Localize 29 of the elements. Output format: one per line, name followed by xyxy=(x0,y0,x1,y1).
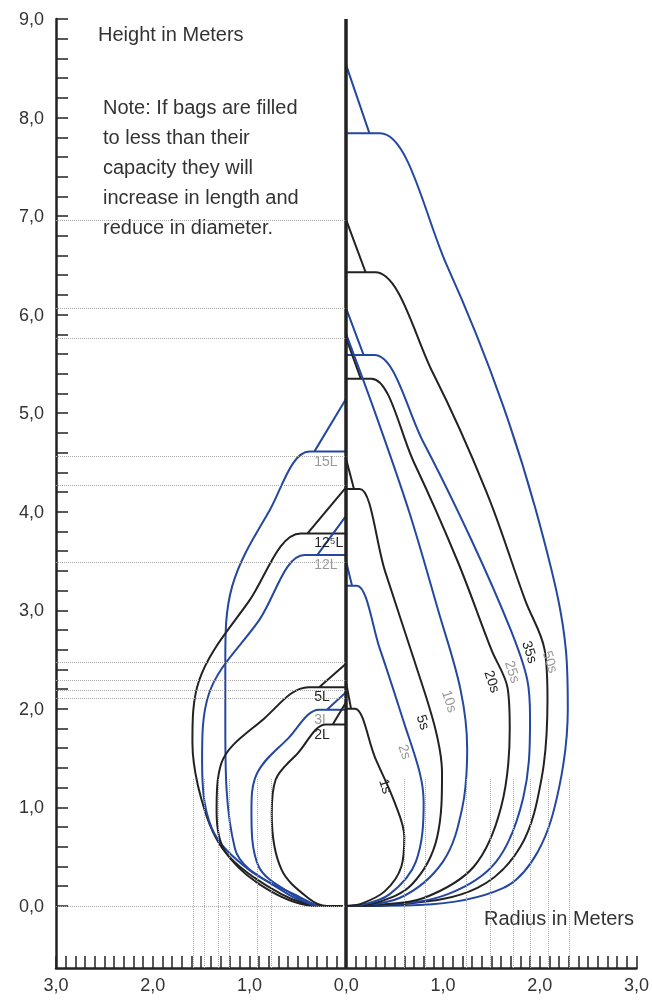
y-tick-label: 5,0 xyxy=(18,403,44,424)
x-tick-label: 0,0 xyxy=(333,975,359,995)
text: 2s xyxy=(395,742,416,762)
y-tick-label: 8,0 xyxy=(18,107,44,128)
text: 5s xyxy=(413,712,434,732)
x-tick-label: 2,0 xyxy=(140,975,166,995)
x-tick-label: 1,0 xyxy=(236,975,263,995)
text: 20s xyxy=(481,668,504,695)
x-tick-label: 3,0 xyxy=(623,975,649,995)
y-tick-label: 9,0 xyxy=(18,9,44,29)
series-label: 3L xyxy=(314,710,331,727)
x-tick-label: 2,0 xyxy=(527,975,553,995)
series-label: 12L xyxy=(314,556,338,573)
y-tick-label: 7,0 xyxy=(18,206,44,227)
x-axis-title: Radius in Meters xyxy=(483,907,634,929)
annotation: Note: If bags are filled to less than their capacity they will increase in length and reduce in diameter. xyxy=(103,96,305,238)
text: 10s xyxy=(438,687,462,715)
y-tick-label: 2,0 xyxy=(18,698,44,719)
y-tick-label: 6,0 xyxy=(18,304,44,325)
series-label: 2L xyxy=(314,725,331,742)
y-tick-label: 4,0 xyxy=(18,501,44,522)
y-tick-label: 0,0 xyxy=(18,895,44,916)
x-tick-label: 3,0 xyxy=(43,975,69,995)
series-label: 5L xyxy=(314,688,331,705)
y-axis-title: Height in Meters xyxy=(98,23,244,45)
y-tick-label: 1,0 xyxy=(18,797,44,818)
text: 50s xyxy=(539,648,562,675)
x-tick-label: 1,0 xyxy=(430,975,456,995)
y-tick-label: 3,0 xyxy=(18,600,44,621)
